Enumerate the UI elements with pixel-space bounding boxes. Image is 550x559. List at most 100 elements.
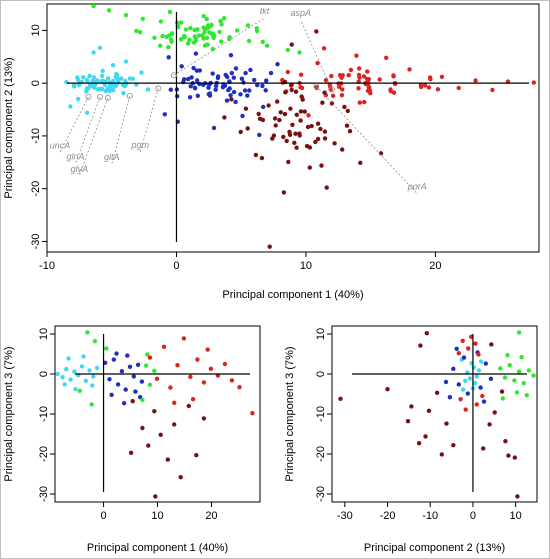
data-point-blue xyxy=(213,83,219,89)
annotation-leader xyxy=(78,97,109,176)
data-point-red xyxy=(237,385,242,390)
data-point-darkred xyxy=(289,87,294,93)
data-point-darkred xyxy=(499,389,505,394)
data-point-cyan xyxy=(114,71,119,77)
data-point-blue xyxy=(133,389,138,394)
y-tick-label: 10 xyxy=(30,24,42,36)
y-tick-label: 0 xyxy=(30,80,42,86)
data-point-darkred xyxy=(314,29,319,34)
data-point-cyan xyxy=(91,374,96,379)
data-point-green xyxy=(217,29,222,35)
data-point-green xyxy=(531,373,536,378)
data-point-darkred xyxy=(281,134,286,140)
data-point-darkred xyxy=(324,185,329,190)
x-tick-label: 10 xyxy=(151,510,163,522)
data-point-green xyxy=(160,33,165,39)
data-point-green xyxy=(140,16,145,21)
data-point-red xyxy=(422,83,428,88)
data-point-red xyxy=(531,80,536,85)
data-point-darkred xyxy=(201,416,207,421)
data-point-green xyxy=(202,43,208,48)
data-point-red xyxy=(340,87,345,92)
y-tick-label: 10 xyxy=(38,328,50,340)
x-tick-label: -30 xyxy=(337,510,353,522)
data-point-darkred xyxy=(340,147,345,152)
data-point-darkred xyxy=(322,136,328,141)
points xyxy=(338,330,536,499)
plot-area xyxy=(331,325,538,503)
data-point-darkred xyxy=(292,140,297,145)
data-point-darkred xyxy=(259,155,265,161)
data-point-red xyxy=(456,85,461,91)
data-point-darkred xyxy=(305,124,311,130)
annotation-label-pgm: pgm xyxy=(130,140,149,150)
data-point-blue xyxy=(275,61,280,67)
data-point-green xyxy=(152,368,157,373)
data-point-darkred xyxy=(338,396,343,401)
data-point-green xyxy=(200,33,205,38)
data-point-darkred xyxy=(423,434,428,439)
x-tick-label: 20 xyxy=(205,510,217,522)
data-point-red xyxy=(222,361,228,367)
data-point-darkred xyxy=(515,494,520,499)
data-point-cyan xyxy=(62,382,67,387)
data-point-cyan xyxy=(103,88,108,94)
data-point-green xyxy=(147,382,153,387)
data-point-darkred xyxy=(140,425,145,431)
data-point-cyan xyxy=(84,110,90,115)
data-point-blue xyxy=(228,53,234,58)
data-point-red xyxy=(190,397,196,402)
data-point-blue xyxy=(241,80,246,85)
x-axis-label: Principal component 1 (40%) xyxy=(87,542,228,554)
data-point-red xyxy=(456,351,461,356)
panel-3: -30 -20 -10 0 10 10 0 -10 -20 -30 Principal compon… xyxy=(284,325,538,554)
data-point-green xyxy=(502,375,508,380)
data-point-darkred xyxy=(238,129,243,135)
data-point-red xyxy=(480,393,485,399)
data-point-cyan xyxy=(121,91,126,96)
annotation-label-pora: porA xyxy=(407,182,427,192)
x-tick-label: 10 xyxy=(300,260,312,272)
data-point-green xyxy=(168,37,174,42)
data-point-blue xyxy=(179,64,184,69)
data-point-darkred xyxy=(506,453,511,458)
data-point-darkred xyxy=(315,121,321,126)
data-point-darkred xyxy=(267,244,272,249)
data-point-darkred xyxy=(266,103,271,108)
data-point-blue xyxy=(168,87,173,92)
data-point-green xyxy=(519,355,524,360)
data-point-blue xyxy=(222,83,227,88)
annotation-label-unca: uncA xyxy=(50,141,71,151)
data-point-darkred xyxy=(385,387,390,392)
data-point-darkred xyxy=(347,129,353,134)
data-point-darkred xyxy=(288,106,293,111)
data-point-darkred xyxy=(444,421,449,426)
data-point-darkred xyxy=(345,108,350,114)
data-point-cyan xyxy=(60,375,65,380)
data-point-green xyxy=(221,16,227,21)
data-point-green xyxy=(182,34,187,40)
data-point-blue xyxy=(162,112,167,117)
data-point-red xyxy=(439,74,445,80)
data-point-cyan xyxy=(476,368,482,373)
data-point-red xyxy=(346,73,351,78)
x-tick-label: -10 xyxy=(422,510,438,522)
data-point-cyan xyxy=(460,387,466,392)
data-point-green xyxy=(106,8,112,13)
annotation-label-glna: glnA xyxy=(66,152,84,162)
data-point-darkred xyxy=(344,123,350,128)
data-point-darkred xyxy=(418,343,423,348)
data-point-darkred xyxy=(302,109,307,114)
data-point-darkred xyxy=(307,165,312,170)
data-point-blue xyxy=(121,401,127,406)
data-point-blue xyxy=(175,94,180,99)
data-point-cyan xyxy=(85,78,90,84)
data-point-red xyxy=(147,355,153,360)
data-point-red xyxy=(161,344,167,349)
x-tick-label: -10 xyxy=(39,260,55,272)
data-point-green xyxy=(166,45,171,50)
data-point-darkred xyxy=(492,410,497,415)
x-tick-label: -20 xyxy=(380,510,396,522)
data-point-darkred xyxy=(128,450,134,455)
data-point-cyan xyxy=(100,68,105,74)
